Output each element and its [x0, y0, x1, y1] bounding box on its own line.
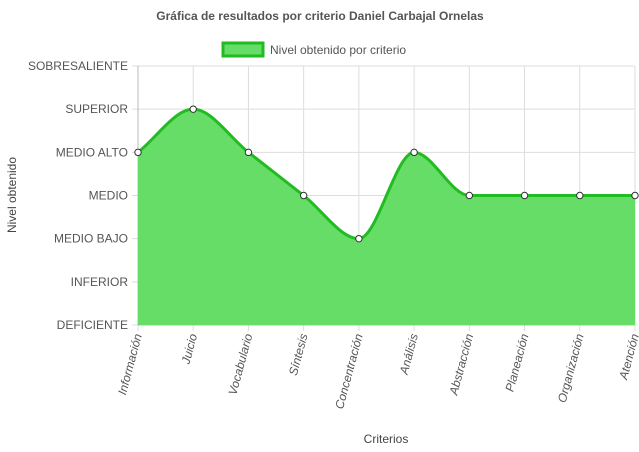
x-tick-label: Juicio [178, 332, 200, 367]
legend[interactable]: Nivel obtenido por criterio [221, 41, 406, 58]
data-point[interactable] [299, 191, 308, 200]
data-point[interactable] [576, 191, 584, 200]
legend-swatch [221, 41, 265, 58]
x-tick-label: Atención [616, 332, 639, 382]
y-tick-label: DEFICIENTE [57, 318, 128, 332]
y-axis-title: Nivel obtenido [5, 157, 19, 233]
data-point[interactable] [410, 148, 418, 157]
y-tick-label: MEDIO [89, 189, 128, 203]
x-tick-label: Planeación [503, 332, 532, 393]
x-axis-title: Criterios [364, 432, 409, 446]
y-tick-label: SUPERIOR [65, 102, 128, 116]
y-tick-label: SOBRESALIENTE [28, 59, 128, 73]
chart-title: Gráfica de resultados por criterio Danie… [156, 9, 484, 23]
data-point[interactable] [189, 105, 197, 113]
x-tick-label: Concentración [332, 332, 366, 411]
series-line [137, 107, 635, 241]
x-tick-label: Abstracción [446, 332, 476, 397]
data-point[interactable] [134, 148, 142, 157]
data-point[interactable] [465, 191, 474, 200]
y-tick-label: INFERIOR [71, 275, 129, 289]
plot-area [134, 105, 639, 326]
x-axis: Información Juicio Vocabulario Síntesis Conc… [115, 332, 639, 411]
data-point[interactable] [355, 234, 363, 243]
data-point[interactable] [520, 191, 529, 200]
x-tick-label: Organización [555, 332, 587, 404]
data-point[interactable] [631, 191, 639, 200]
y-axis: DEFICIENTE INFERIOR MEDIO BAJO MEDIO MEDIO A… [28, 59, 128, 332]
x-tick-label: Vocabulario [226, 332, 256, 397]
x-tick-label: Análisis [397, 332, 421, 377]
y-tick-label: MEDIO BAJO [54, 232, 128, 246]
legend-label: Nivel obtenido por criterio [270, 43, 406, 57]
y-tick-label: MEDIO ALTO [56, 145, 128, 159]
series-area [138, 109, 635, 326]
x-tick-label: Información [115, 332, 145, 396]
x-tick-label: Síntesis [286, 332, 311, 377]
data-point[interactable] [244, 148, 253, 157]
